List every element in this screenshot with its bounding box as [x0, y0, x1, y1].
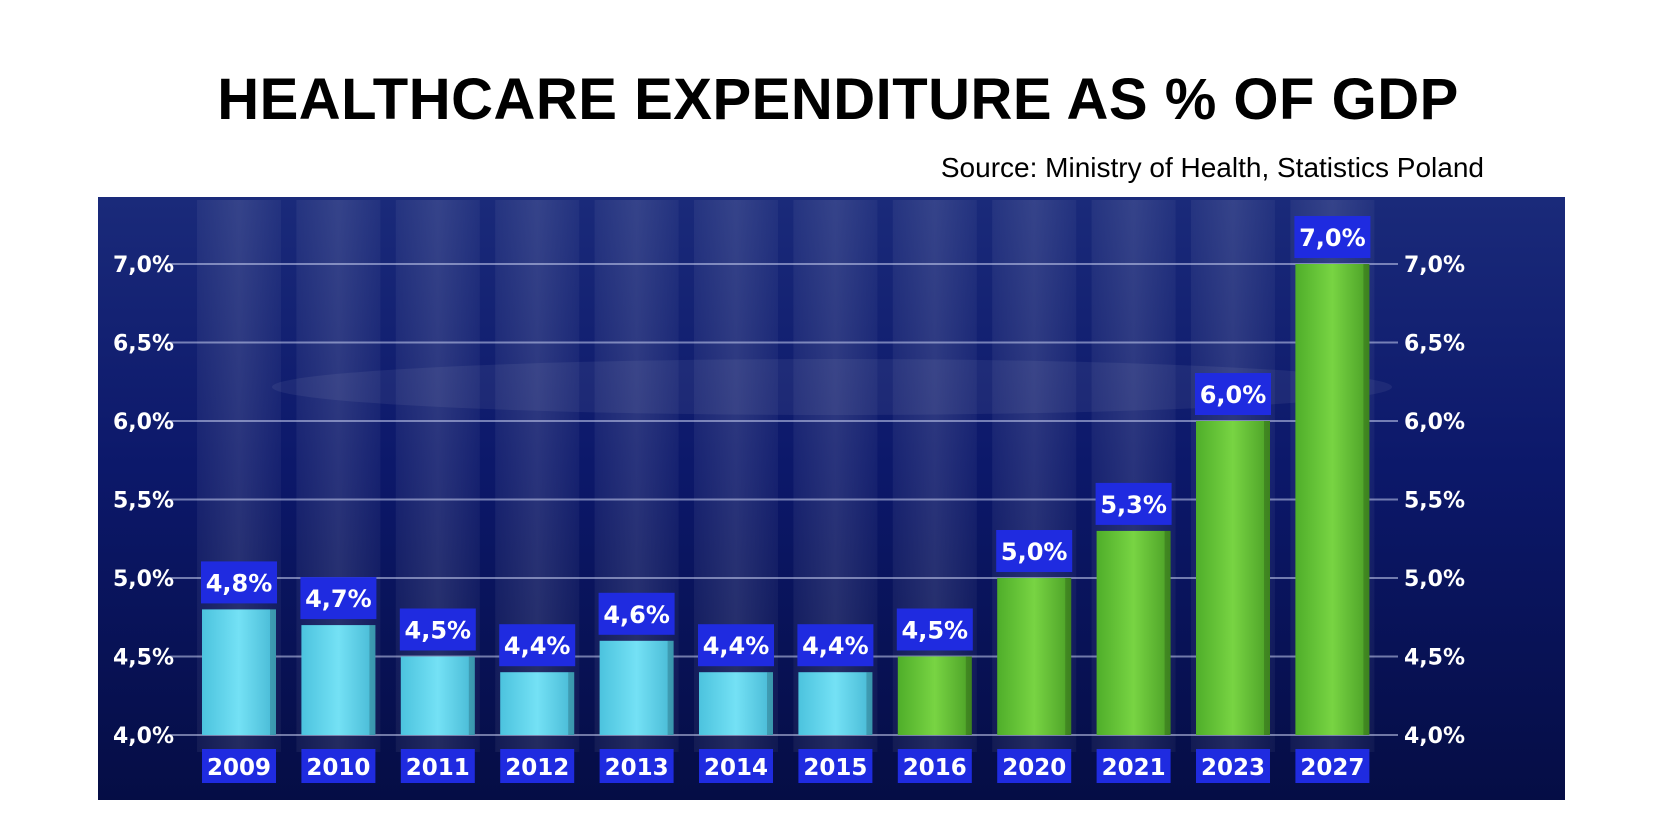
bar-shade [866, 672, 873, 735]
bar-shade [1363, 264, 1370, 735]
year-label: 2013 [605, 755, 669, 781]
year-label-box [699, 749, 773, 783]
bar-shade [1264, 421, 1270, 735]
year-label-box [599, 749, 674, 783]
year-label-box [997, 749, 1072, 783]
value-label-box [300, 577, 377, 620]
chart-title: HEALTHCARE EXPENDITURE AS % OF GDP [217, 67, 1459, 132]
bar [1096, 530, 1171, 735]
year-label: 2010 [306, 755, 370, 781]
y-tick-label-right: 4,0% [1404, 724, 1465, 749]
bar-shade [1065, 578, 1072, 735]
value-label: 4,7% [305, 585, 372, 613]
bar-shade [369, 625, 376, 735]
y-tick-label-right: 7,0% [1404, 253, 1465, 278]
bar-shade [1164, 530, 1171, 735]
year-label: 2023 [1201, 755, 1265, 781]
year-label: 2015 [803, 755, 867, 781]
value-label-box [996, 530, 1073, 572]
y-tick-label-right: 5,0% [1404, 567, 1465, 592]
value-label: 7,0% [1299, 224, 1366, 252]
year-label-box [1295, 749, 1370, 783]
chart-source: Source: Ministry of Health, Statistics P… [940, 152, 1484, 183]
value-label-box [201, 561, 277, 604]
year-label: 2011 [406, 755, 470, 781]
year-label: 2027 [1300, 755, 1364, 781]
bar-shade [767, 672, 773, 735]
bar-column-backdrop [495, 200, 580, 752]
value-label-box [598, 592, 675, 635]
bar [798, 672, 873, 735]
y-tick-label-left: 6,5% [113, 332, 174, 357]
year-label: 2020 [1002, 755, 1066, 781]
bar [599, 640, 674, 735]
value-label-box [698, 624, 774, 667]
value-label-box [896, 608, 973, 651]
y-tick-label-right: 5,5% [1404, 489, 1465, 514]
bar [500, 672, 575, 735]
y-tick-label-left: 5,0% [113, 567, 174, 592]
bar [1196, 421, 1270, 735]
bar-shade [468, 656, 475, 735]
bar [897, 656, 972, 735]
value-label: 4,4% [802, 632, 869, 660]
bar-shade [568, 672, 575, 735]
year-label: 2021 [1102, 755, 1166, 781]
value-label: 4,5% [902, 617, 969, 645]
bar-chart: 4,8% 4,7% 4,5% 4,4% 4,6% 4,4% 4,4% 4,5% 5,0% 5,3%… [98, 197, 1565, 800]
bar [400, 656, 475, 735]
year-label-box [500, 749, 575, 783]
y-tick-label-right: 4,5% [1404, 646, 1465, 671]
bar [202, 609, 276, 735]
value-label: 5,0% [1001, 538, 1068, 566]
value-label: 4,4% [703, 632, 770, 660]
year-label: 2014 [704, 755, 768, 781]
value-label-box [797, 624, 874, 667]
year-label-box [1096, 749, 1171, 783]
value-label-box [1095, 482, 1172, 525]
y-tick-label-left: 4,5% [113, 646, 174, 671]
y-tick-label-right: 6,5% [1404, 332, 1465, 357]
year-label: 2016 [903, 755, 967, 781]
value-label: 4,4% [504, 632, 571, 660]
value-label-box [1195, 373, 1271, 415]
bar [997, 578, 1072, 735]
bar-column-backdrop [793, 200, 878, 752]
value-label: 4,8% [206, 569, 273, 597]
value-label: 6,0% [1200, 381, 1267, 409]
bar-shade [667, 640, 674, 735]
value-label-box [499, 624, 576, 667]
year-label-box [301, 749, 376, 783]
y-tick-label-left: 6,0% [113, 410, 174, 435]
year-label: 2009 [207, 755, 271, 781]
year-label-box [202, 749, 276, 783]
bar [699, 672, 773, 735]
bar [301, 625, 376, 735]
bar-shade [965, 656, 972, 735]
year-label: 2012 [505, 755, 569, 781]
y-tick-label-right: 6,0% [1404, 410, 1465, 435]
value-label: 4,5% [405, 617, 472, 645]
value-label: 5,3% [1100, 491, 1167, 519]
year-label-box [400, 749, 475, 783]
bar-column-backdrop [694, 200, 778, 752]
bar [1295, 264, 1370, 735]
y-tick-label-left: 4,0% [113, 724, 174, 749]
year-label-box [897, 749, 972, 783]
year-label-box [798, 749, 873, 783]
y-tick-label-left: 5,5% [113, 489, 174, 514]
value-label-box [399, 608, 476, 651]
value-label-box [1294, 216, 1371, 258]
y-tick-label-left: 7,0% [113, 253, 174, 278]
bar-shade [270, 609, 276, 735]
value-label: 4,6% [603, 601, 670, 629]
year-label-box [1196, 749, 1270, 783]
